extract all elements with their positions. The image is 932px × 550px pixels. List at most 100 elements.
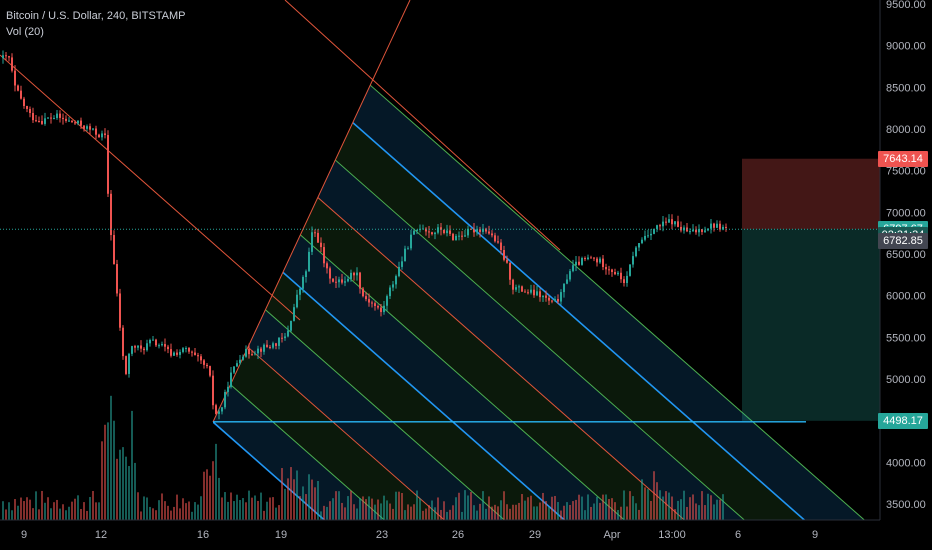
candle-body <box>23 98 25 106</box>
candle-body <box>227 386 229 392</box>
volume-bar <box>23 501 25 520</box>
price-tag-open: 6782.85 <box>878 232 928 249</box>
candle-body <box>146 343 148 351</box>
volume-bar <box>281 468 283 520</box>
volume-bar <box>416 490 418 520</box>
fib-band <box>213 0 445 520</box>
candle-body <box>698 229 700 233</box>
volume-bar <box>452 505 454 520</box>
volume-bar <box>98 502 100 520</box>
candle-body <box>509 262 511 280</box>
volume-bar <box>659 490 661 520</box>
candle-body <box>431 232 433 235</box>
candle-body <box>389 287 391 297</box>
volume-bar <box>185 503 187 520</box>
volume-bar <box>494 504 496 520</box>
volume-bar <box>383 495 385 520</box>
volume-bar <box>101 441 103 520</box>
candle-body <box>368 299 370 303</box>
candle-body <box>338 279 340 283</box>
candle-body <box>359 272 361 289</box>
candle-body <box>59 113 61 118</box>
volume-bar <box>89 497 91 520</box>
volume-bar <box>482 491 484 520</box>
time-tick-label: Apr <box>603 529 620 541</box>
candle-body <box>236 363 238 367</box>
volume-bar <box>371 498 373 520</box>
volume-bar <box>413 504 415 520</box>
volume-bar <box>17 505 19 520</box>
candle-body <box>575 261 577 266</box>
volume-bar <box>11 510 13 520</box>
fib-band-fills <box>213 0 865 520</box>
volume-bar <box>440 509 442 520</box>
volume-bar <box>125 456 127 520</box>
candle-body <box>626 275 628 284</box>
volume-bar <box>716 499 718 520</box>
candle-body <box>173 352 175 356</box>
candle-body <box>278 337 280 346</box>
candle-body <box>350 272 352 279</box>
volume-bar <box>695 503 697 520</box>
candle-body <box>515 287 517 290</box>
candle-body <box>725 226 727 228</box>
candle-body <box>392 284 394 288</box>
volume-bar <box>128 466 130 520</box>
candle-body <box>635 247 637 257</box>
trend-line <box>0 54 301 321</box>
candle-body <box>335 281 337 283</box>
candle-body <box>473 228 475 233</box>
candle-body <box>614 271 616 275</box>
fib-band <box>213 0 625 520</box>
fib-channel-line <box>213 0 625 520</box>
volume-indicator-label[interactable]: Vol (20) <box>6 26 44 38</box>
volume-bar <box>686 506 688 520</box>
volume-bar <box>398 491 400 520</box>
candle-body <box>98 134 100 138</box>
symbol-title[interactable]: Bitcoin / U.S. Dollar, 240, BITSTAMP <box>6 10 186 22</box>
candle-body <box>671 219 673 225</box>
candle-body <box>596 258 598 263</box>
candle-body <box>458 235 460 237</box>
candle-body <box>302 276 304 289</box>
candle-body <box>440 227 442 230</box>
candle-body <box>386 296 388 306</box>
candle-body <box>410 234 412 249</box>
candle-body <box>416 229 418 231</box>
volume-bar <box>500 500 502 520</box>
volume-bar <box>182 498 184 520</box>
volume-bar <box>260 492 262 520</box>
candle-body <box>50 117 52 119</box>
volume-bar <box>674 509 676 520</box>
candle-body <box>542 295 544 298</box>
volume-bar <box>197 504 199 520</box>
volume-bar <box>179 508 181 520</box>
volume-bar <box>704 505 706 520</box>
time-tick-label: 26 <box>452 529 464 541</box>
time-tick-label: 29 <box>529 529 541 541</box>
candle-body <box>461 235 463 237</box>
volume-bar <box>173 506 175 520</box>
volume-bar <box>626 506 628 520</box>
volume-bar <box>275 507 277 520</box>
candle-body <box>272 343 274 348</box>
candle-body <box>143 348 145 351</box>
fib-channel-drawing <box>0 0 865 520</box>
price-axis-bg <box>880 0 932 550</box>
volume-bar <box>572 501 574 520</box>
volume-bar <box>578 494 580 520</box>
volume-bar <box>530 495 532 520</box>
candle-body <box>602 258 604 268</box>
volume-bar <box>629 491 631 520</box>
volume-bars <box>2 395 724 520</box>
candle-body <box>230 372 232 387</box>
candle-body <box>92 128 94 130</box>
candle-body <box>518 286 520 288</box>
volume-bar <box>353 504 355 520</box>
volume-bar <box>239 500 241 520</box>
candle-body <box>617 272 619 275</box>
volume-bar <box>611 498 613 520</box>
volume-bar <box>209 475 211 520</box>
volume-bar <box>698 505 700 520</box>
